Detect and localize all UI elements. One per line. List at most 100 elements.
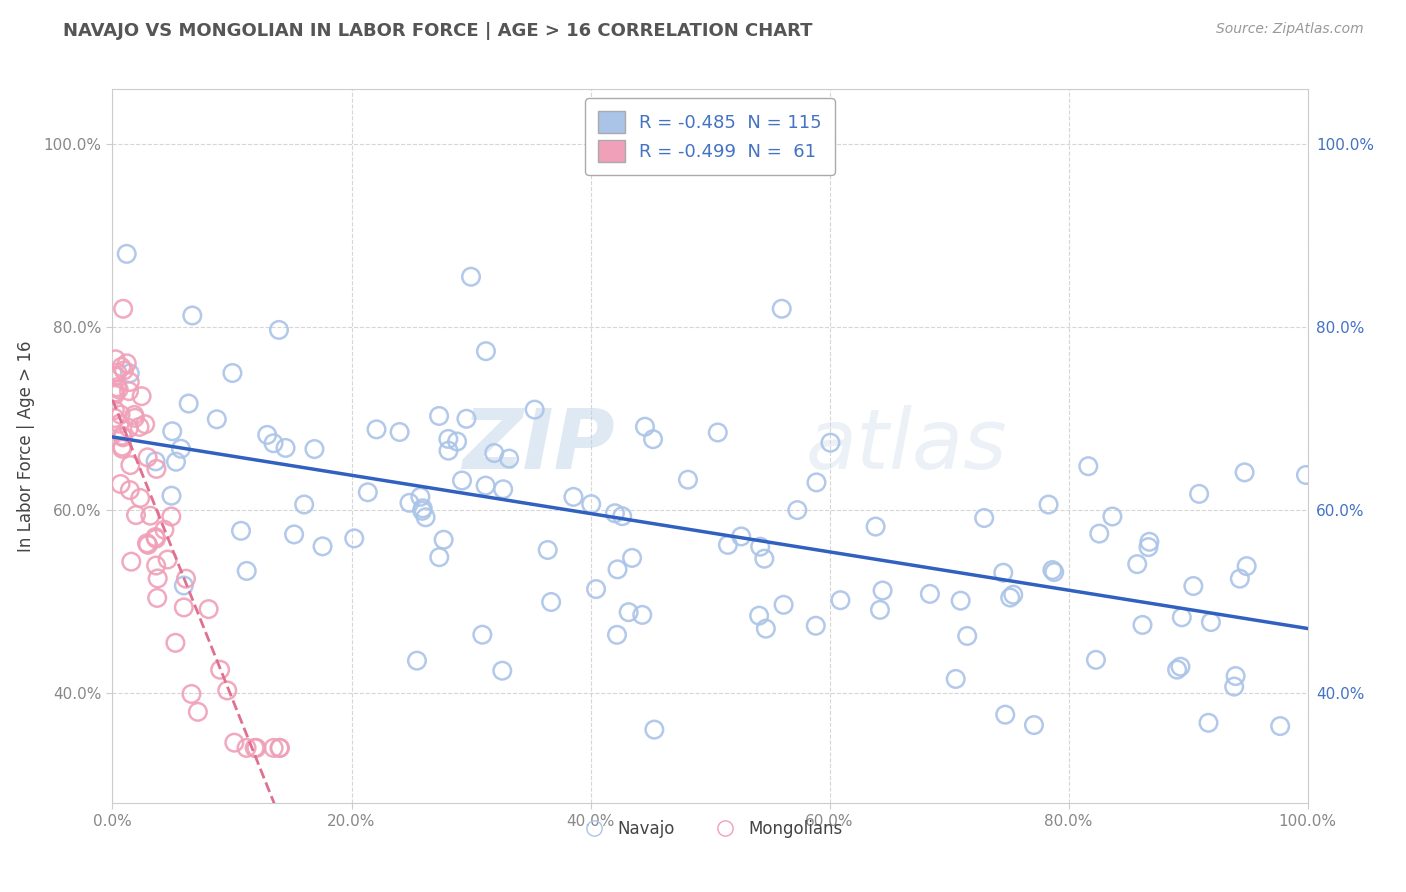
Point [274,441,297,455]
Point [1171,610,1194,624]
Text: ZIP: ZIP [461,406,614,486]
Point [221,366,243,380]
Point [606,562,628,576]
Point [1225,669,1247,683]
Point [433,533,456,547]
Point [1077,459,1099,474]
Point [492,483,515,497]
Point [1223,680,1246,694]
Point [104,403,127,417]
Point [631,607,654,622]
Point [523,402,546,417]
Point [120,555,142,569]
Point [112,363,135,377]
Point [388,425,411,439]
Point [146,591,169,605]
Point [754,551,776,566]
Point [820,435,842,450]
Point [173,578,195,592]
Point [1229,572,1251,586]
Point [224,736,246,750]
Point [498,451,520,466]
Point [165,636,187,650]
Point [263,740,285,755]
Point [304,442,326,456]
Point [1170,659,1192,673]
Point [177,396,200,410]
Point [1188,487,1211,501]
Point [1166,663,1188,677]
Point [145,532,167,546]
Point [111,442,134,456]
Point [717,538,740,552]
Point [1101,509,1123,524]
Point [755,622,778,636]
Point [562,490,585,504]
Point [973,511,995,525]
Text: atlas: atlas [806,406,1007,486]
Point [111,430,134,444]
Point [1084,653,1107,667]
Point [269,740,291,755]
Point [229,524,252,538]
Legend: Navajo, Mongolians: Navajo, Mongolians [571,814,849,845]
Point [1022,718,1045,732]
Point [411,504,433,518]
Point [125,508,148,522]
Text: Source: ZipAtlas.com: Source: ZipAtlas.com [1216,22,1364,37]
Point [1088,526,1111,541]
Point [146,571,169,585]
Point [945,672,967,686]
Point [283,527,305,541]
Point [105,380,128,394]
Point [427,409,450,423]
Point [311,540,333,554]
Point [456,411,478,425]
Point [111,440,134,454]
Point [173,600,195,615]
Point [437,432,460,446]
Text: NAVAJO VS MONGOLIAN IN LABOR FORCE | AGE > 16 CORRELATION CHART: NAVAJO VS MONGOLIAN IN LABOR FORCE | AGE… [63,22,813,40]
Point [129,491,152,505]
Point [1002,588,1025,602]
Point [617,605,640,619]
Point [804,619,827,633]
Point [471,628,494,642]
Point [806,475,828,490]
Point [107,383,129,397]
Point [537,543,560,558]
Point [174,572,197,586]
Point [1132,618,1154,632]
Point [484,446,506,460]
Point [139,508,162,523]
Point [643,723,665,737]
Point [110,359,132,374]
Point [409,490,432,504]
Point [111,428,134,442]
Point [181,309,204,323]
Point [235,740,257,755]
Point [956,629,979,643]
Point [949,593,972,607]
Point [136,450,159,465]
Point [197,602,219,616]
Point [748,608,770,623]
Point [104,411,127,425]
Point [749,540,772,554]
Point [1043,565,1066,579]
Point [108,417,131,431]
Point [115,356,138,370]
Point [641,432,664,446]
Point [451,474,474,488]
Point [256,428,278,442]
Point [217,683,239,698]
Point [427,550,450,565]
Point [104,368,127,383]
Point [110,408,132,422]
Point [1198,715,1220,730]
Point [112,301,135,316]
Point [475,344,498,359]
Point [474,478,496,492]
Point [621,550,644,565]
Point [1038,498,1060,512]
